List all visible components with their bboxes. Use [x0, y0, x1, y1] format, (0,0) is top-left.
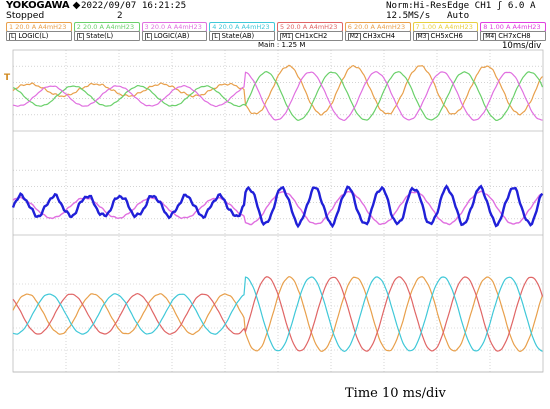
- main-record-label: Main : 1.25 M: [258, 41, 306, 49]
- sample-rate: 12.5MS/s: [386, 10, 431, 21]
- math-box-1[interactable]: M1 CH1xCH2: [277, 31, 343, 41]
- logic-math-row: L LOGIC(L) L State(L) L LOGIC(AB) L State(AB…: [6, 31, 546, 41]
- logic-box-1-tag: L: [9, 33, 17, 40]
- logic-box-3-tag: L: [144, 33, 152, 40]
- brand-logo: YOKOGAWA ◆: [6, 0, 81, 11]
- math-box-1-label: CH1xCH2: [295, 32, 328, 40]
- trace-top-magenta: [12, 70, 543, 122]
- math-box-1-tag: M1: [280, 33, 293, 40]
- run-status: Stopped: [6, 10, 45, 21]
- math-box-3-label: CH5xCH6: [430, 32, 463, 40]
- acquisition-mode: Norm:Hi-Res: [386, 0, 447, 11]
- math-box-4-tag: M4: [483, 33, 497, 40]
- logic-box-2-tag: L: [76, 33, 85, 40]
- logic-box-3[interactable]: L LOGIC(AB): [141, 31, 208, 41]
- math-box-2-label: CH3xCH4: [362, 32, 396, 40]
- math-box-2-tag: M2: [347, 33, 361, 40]
- math-box-3[interactable]: M3 CH5xCH6: [412, 31, 479, 41]
- trace-layer: [11, 64, 544, 353]
- time-caption: Time 10 ms/div: [345, 386, 446, 401]
- logic-box-4-label: State(AB): [221, 32, 255, 40]
- logic-box-4-tag: L: [212, 33, 220, 40]
- logic-box-1-label: LOGIC(L): [18, 32, 49, 40]
- acquisition-count: 2: [117, 10, 123, 21]
- logic-box-2[interactable]: L State(L): [73, 31, 140, 41]
- logic-box-4[interactable]: L State(AB): [209, 31, 275, 41]
- logic-box-2-label: State(L): [86, 32, 114, 40]
- logic-box-1[interactable]: L LOGIC(L): [6, 31, 72, 41]
- trace-top-orange: [12, 64, 543, 116]
- time-per-div-label: 10ms/div: [502, 41, 542, 51]
- math-box-3-tag: M3: [415, 33, 429, 40]
- trace-mid-blue: [11, 184, 544, 229]
- trigger-setting: Edge CH1 ʃ 6.0 A: [447, 0, 536, 11]
- trace-bot-orange: [12, 275, 544, 353]
- trigger-mode: Auto: [447, 10, 470, 21]
- trace-top-green: [12, 70, 544, 122]
- math-box-2[interactable]: M2 CH3xCH4: [344, 31, 411, 41]
- datetime: 2022/09/07 16:21:25: [81, 0, 187, 11]
- math-box-4[interactable]: M4 CH7xCH8: [480, 31, 546, 41]
- trigger-level-marker[interactable]: T: [4, 73, 11, 83]
- math-box-4-label: CH7xCH8: [498, 32, 531, 40]
- logic-box-3-label: LOGIC(AB): [153, 32, 190, 40]
- trace-bot-cyan: [12, 276, 543, 353]
